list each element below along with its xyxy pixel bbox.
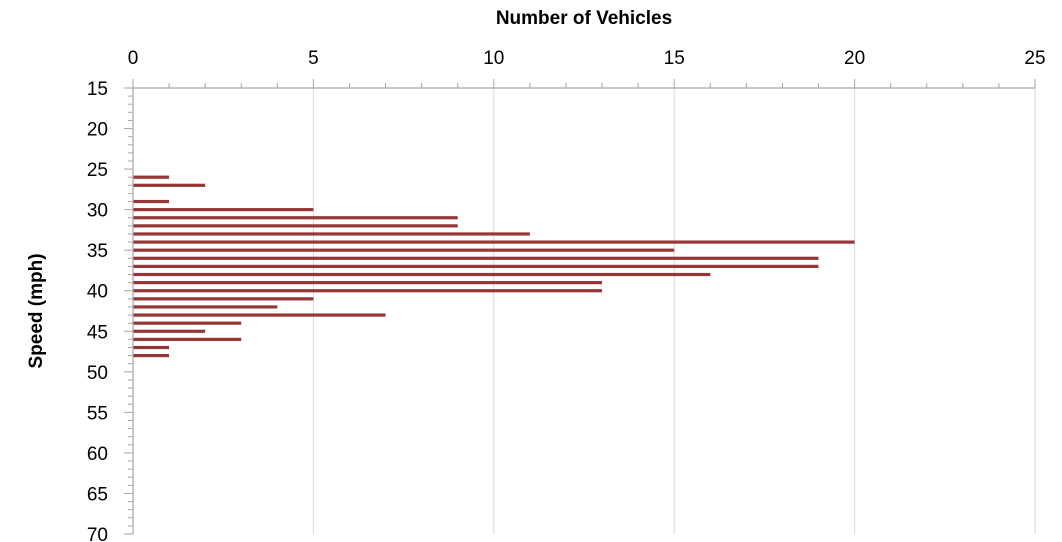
bar-speed-42 <box>133 305 278 309</box>
bar-speed-48 <box>133 354 170 358</box>
y-tick-label: 55 <box>87 403 108 424</box>
bar-speed-30 <box>133 208 314 212</box>
bar-speed-43 <box>133 313 386 317</box>
bar-speed-36 <box>133 256 819 260</box>
y-tick-label: 35 <box>87 241 108 262</box>
bar-speed-31 <box>133 216 458 220</box>
y-tick-label: 20 <box>87 120 108 141</box>
x-axis-title: Number of Vehicles <box>496 8 672 29</box>
bar-speed-45 <box>133 329 206 333</box>
bar-speed-44 <box>133 321 242 325</box>
bar-speed-26 <box>133 175 170 179</box>
gridlines <box>312 88 1036 534</box>
bar-speed-46 <box>133 337 242 341</box>
y-tick-label: 45 <box>87 322 108 343</box>
x-tick-label: 5 <box>308 48 319 69</box>
bar-speed-38 <box>133 272 711 277</box>
x-tick-label: 20 <box>844 48 865 69</box>
x-tick-label: 0 <box>128 48 139 69</box>
y-tick-label: 15 <box>87 79 108 100</box>
bar-speed-32 <box>133 224 458 228</box>
x-tick-marks <box>132 79 1036 88</box>
bars <box>133 175 855 358</box>
bar-speed-40 <box>133 289 603 293</box>
bar-speed-37 <box>133 264 819 268</box>
tick-labels: 0 5 10 15 20 25 15 20 25 30 35 40 45 50 55 60 65 70 <box>87 48 1046 542</box>
x-tick-label: 15 <box>664 48 685 69</box>
y-tick-label: 25 <box>87 160 108 181</box>
bar-speed-35 <box>133 248 675 252</box>
bar-speed-47 <box>133 345 170 350</box>
bar-speed-27 <box>133 183 206 187</box>
bar-speed-29 <box>133 199 170 204</box>
axes <box>124 79 1036 535</box>
y-tick-label: 70 <box>87 525 108 542</box>
y-tick-label: 40 <box>87 282 108 303</box>
x-tick-label: 25 <box>1024 48 1045 69</box>
bar-speed-34 <box>133 240 855 244</box>
bar-speed-33 <box>133 232 530 236</box>
y-tick-label: 65 <box>87 484 108 505</box>
y-tick-marks <box>124 87 133 535</box>
bar-speed-41 <box>133 297 314 301</box>
x-tick-label: 10 <box>483 48 504 69</box>
y-axis-title: Speed (mph) <box>26 253 47 368</box>
y-tick-label: 30 <box>87 201 108 222</box>
y-tick-label: 50 <box>87 363 108 384</box>
bar-speed-39 <box>133 281 603 285</box>
y-tick-label: 60 <box>87 444 108 465</box>
